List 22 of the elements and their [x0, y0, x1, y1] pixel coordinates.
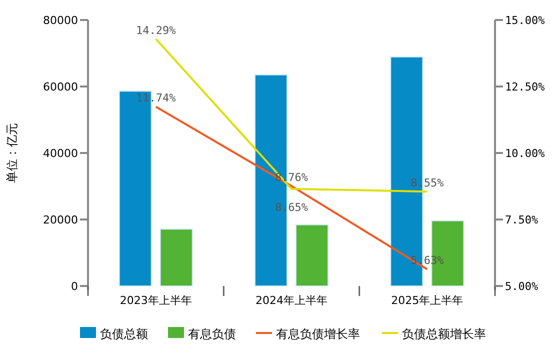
y-tick-label: 80000 — [43, 14, 78, 27]
x-tick-label: 2024年上半年 — [256, 294, 328, 307]
data-label: 5.63% — [410, 254, 444, 268]
legend-label: 有息负债 — [188, 327, 236, 341]
legend-label: 负债总额增长率 — [402, 327, 486, 341]
bar — [160, 228, 193, 286]
y2-tick-label: 15.00% — [505, 14, 546, 27]
bar — [296, 224, 328, 286]
y2-tick-label: 12.50% — [505, 80, 546, 94]
legend-label: 负债总额 — [100, 327, 148, 341]
legend-label: 有息负债增长率 — [276, 327, 360, 341]
y-tick-label: 20000 — [43, 214, 78, 226]
y-axis-title: 单位：亿元 — [5, 123, 19, 183]
y-tick-label: 40000 — [43, 147, 78, 160]
x-tick-label: 2023年上半年 — [120, 294, 192, 307]
y2-tick-label: 7.50% — [505, 214, 538, 226]
y2-tick-label: 5.00% — [505, 280, 538, 293]
y2-tick-label: 10.00% — [505, 147, 546, 160]
y-tick-label: 60000 — [43, 80, 78, 94]
data-label: 14.29% — [136, 24, 176, 37]
x-tick-label: 2025年上半年 — [391, 294, 464, 307]
y-tick-label: 0 — [71, 280, 78, 293]
